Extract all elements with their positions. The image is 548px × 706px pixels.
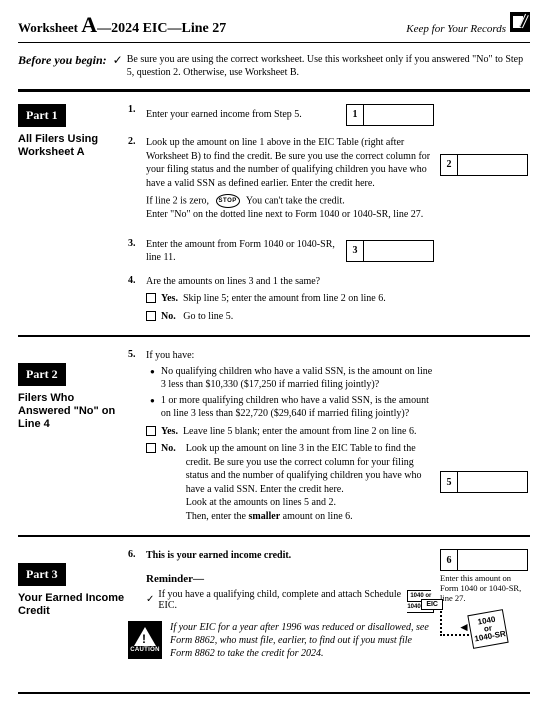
line-6-text: This is your earned income credit. — [146, 550, 291, 561]
part-3-section: Part 3 Your Earned Income Credit 6. This… — [18, 535, 530, 682]
before-label: Before you begin: — [18, 53, 107, 79]
no-label: No. — [161, 311, 176, 322]
line-3-value[interactable] — [364, 240, 434, 262]
part-2-tab: Part 2 — [18, 363, 66, 386]
no-label: No. — [161, 442, 176, 523]
yes-label: Yes. — [161, 293, 178, 304]
line-5-yes[interactable]: Yes. Leave line 5 blank; enter the amoun… — [146, 425, 434, 439]
line-5-bullet-2: 1 or more qualifying children who have a… — [150, 394, 434, 421]
line-4-num: 4. — [128, 275, 146, 324]
line-1-boxnum: 1 — [346, 104, 364, 126]
caution-label: CAUTION — [130, 647, 159, 653]
line-3: 3. Enter the amount from Form 1040 or 10… — [128, 238, 434, 265]
line-5: 5. If you have: No qualifying children w… — [128, 349, 434, 523]
line-5-entry: 5 — [440, 471, 528, 493]
caution-text: If your EIC for a year after 1996 was re… — [170, 621, 434, 660]
stop-icon: STOP — [216, 194, 240, 208]
line-4-no-text: Go to line 5. — [183, 311, 233, 322]
line-4-no[interactable]: No. Go to line 5. — [146, 310, 434, 324]
checkbox-icon[interactable] — [146, 426, 156, 436]
line-4-yes-text: Skip line 5; enter the amount from line … — [183, 293, 386, 304]
worksheet-title: Worksheet A—2024 EIC—Line 27 — [18, 12, 226, 38]
line-6-value[interactable] — [458, 549, 528, 571]
part-1-tab: Part 1 — [18, 104, 66, 127]
reminder: Reminder— ✓ If you have a qualifying chi… — [146, 573, 434, 611]
line-3-boxnum: 3 — [346, 240, 364, 262]
line-5-no-text: Look up the amount on line 3 in the EIC … — [186, 443, 422, 495]
reminder-text: If you have a qualifying child, complete… — [158, 589, 401, 611]
line-5-bullet-1: No qualifying children who have a valid … — [150, 365, 434, 392]
checkbox-icon[interactable] — [146, 443, 156, 453]
line-2-boxnum: 2 — [440, 154, 458, 176]
before-text: Be sure you are using the correct worksh… — [127, 53, 530, 79]
line-2-value[interactable] — [458, 154, 528, 176]
line-2-zero3: Enter "No" on the dotted line next to Fo… — [146, 208, 434, 222]
part-1-lines-3-4: 3. Enter the amount from Form 1040 or 10… — [18, 238, 530, 336]
before-you-begin: Before you begin: ✓ Be sure you are usin… — [18, 53, 530, 92]
line-3-entry: 3 — [346, 240, 434, 262]
line-6-num: 6. — [128, 549, 146, 563]
title-big: A — [81, 12, 97, 37]
reminder-heading: Reminder— — [146, 573, 434, 585]
line-6-note: Enter this amount on Form 1040 or 1040-S… — [440, 573, 530, 604]
line-2-zero1: If line 2 is zero, — [146, 195, 209, 206]
keep-for-records: Keep for Your Records — [406, 23, 510, 35]
line-5-no-text3: Then, enter the smaller amount on line 6… — [186, 511, 353, 522]
caution-icon: CAUTION — [128, 621, 162, 659]
part-3-tab: Part 3 — [18, 563, 66, 586]
line-2-entry: 2 — [440, 154, 528, 176]
title-mid: —2024 EIC—Line 27 — [97, 21, 226, 36]
title-pre: Worksheet — [18, 20, 81, 35]
line-2-text: Look up the amount on line 1 above in th… — [146, 137, 430, 189]
checkbox-icon[interactable] — [146, 311, 156, 321]
line-3-text: Enter the amount from Form 1040 or 1040-… — [146, 238, 340, 265]
line-5-yes-text: Leave line 5 blank; enter the amount fro… — [183, 426, 417, 437]
arrow-left-icon: ◄ — [458, 620, 470, 635]
part-3-title: Your Earned Income Credit — [18, 592, 128, 618]
line-1: 1. Enter your earned income from Step 5.… — [128, 104, 434, 126]
bottom-rule — [18, 692, 530, 694]
form-1040-big-icon: 1040 or 1040-SR — [467, 609, 508, 649]
checkmark-icon: ✓ — [146, 594, 154, 605]
eic-tag-icon: EIC — [421, 599, 443, 610]
line-6-entry: 6 — [440, 549, 528, 571]
line-1-value[interactable] — [364, 104, 434, 126]
line-5-no[interactable]: No. Look up the amount on line 3 in the … — [146, 442, 434, 523]
checkmark-icon: ✓ — [113, 53, 123, 79]
line-5-lead: If you have: — [146, 350, 194, 361]
line-6: 6. This is your earned income credit. — [128, 549, 434, 563]
line-2-zero2: You can't take the credit. — [246, 195, 345, 206]
line-5-no-text2: Look at the amounts on lines 5 and 2. — [186, 497, 336, 508]
worksheet-header: Worksheet A—2024 EIC—Line 27 Keep for Yo… — [18, 12, 530, 43]
line-3-num: 3. — [128, 238, 146, 265]
part-2-section: Part 2 Filers Who Answered "No" on Line … — [18, 335, 530, 535]
line-5-boxnum: 5 — [440, 471, 458, 493]
checkbox-icon[interactable] — [146, 293, 156, 303]
line-1-entry: 1 — [346, 104, 434, 126]
part-2-title: Filers Who Answered "No" on Line 4 — [18, 392, 128, 432]
line-5-value[interactable] — [458, 471, 528, 493]
line-2: 2. Look up the amount on line 1 above in… — [128, 136, 434, 222]
line-4-yes[interactable]: Yes. Skip line 5; enter the amount from … — [146, 292, 434, 306]
yes-label: Yes. — [161, 426, 178, 437]
line-1-text: Enter your earned income from Step 5. — [146, 108, 340, 122]
line-4-text: Are the amounts on lines 3 and 1 the sam… — [146, 276, 320, 287]
part-1-title: All Filers Using Worksheet A — [18, 133, 128, 159]
line-6-boxnum: 6 — [440, 549, 458, 571]
line-2-num: 2. — [128, 136, 146, 222]
line-1-num: 1. — [128, 104, 146, 126]
pencil-records-icon — [510, 12, 530, 32]
line-5-num: 5. — [128, 349, 146, 523]
line-4: 4. Are the amounts on lines 3 and 1 the … — [128, 275, 434, 324]
part-1-section: Part 1 All Filers Using Worksheet A 1. E… — [18, 92, 530, 238]
caution-row: CAUTION If your EIC for a year after 199… — [128, 621, 434, 660]
